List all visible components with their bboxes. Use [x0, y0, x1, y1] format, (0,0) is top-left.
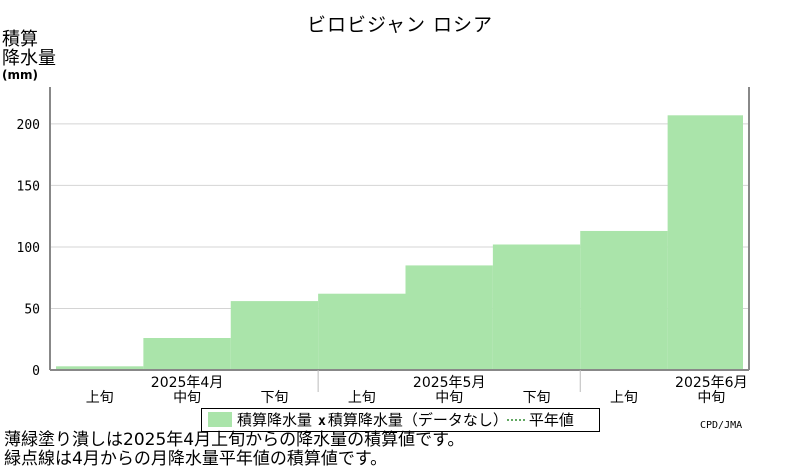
legend-item-normal: 平年値 [528, 411, 574, 429]
bar-7 [580, 230, 668, 370]
x-tick-label-5: 中旬 [435, 390, 463, 406]
y-tick-label-150: 150 [17, 179, 40, 194]
y-tick-label-50: 50 [24, 302, 40, 317]
legend-missing-marker: x [318, 414, 326, 429]
month-label-3: 2025年6月 [675, 375, 748, 391]
footnote-2: 緑点線は4月からの月降水量平年値の積算値です。 [4, 449, 388, 469]
bar-4 [318, 293, 406, 370]
y-tick-labels: 0 50 100 150 200 [17, 118, 40, 379]
x-tick-label-8: 中旬 [697, 390, 725, 406]
x-tick-label-3: 下旬 [260, 390, 288, 406]
legend: 積算降水量 x 積算降水量（データなし） 平年値 [201, 408, 600, 432]
axes [49, 87, 750, 392]
y-axis-unit: (mm) [2, 68, 38, 82]
month-label-1: 2025年4月 [151, 375, 224, 391]
y-tick-label-200: 200 [17, 118, 40, 133]
y-axis-label-line-2: 降水量 [2, 48, 56, 69]
legend-dotted-line-icon [506, 419, 527, 421]
bar-3 [230, 301, 319, 370]
y-axis-label: 積算 降水量 (mm) [2, 30, 56, 82]
x-tick-label-4: 上旬 [348, 390, 376, 406]
x-tick-label-7: 上旬 [610, 390, 638, 406]
y-axis-label-line-1: 積算 [2, 29, 38, 50]
y-tick-label-0: 0 [32, 364, 40, 379]
x-tick-label-1: 上旬 [86, 390, 114, 406]
y-tick-label-100: 100 [17, 241, 40, 256]
bar-8 [667, 115, 743, 370]
x-tick-label-2: 中旬 [173, 390, 201, 406]
credit-text: CPD/JMA [700, 420, 743, 431]
bar-5 [405, 265, 493, 370]
bar-2 [143, 338, 231, 370]
bar-6 [492, 244, 581, 370]
bars [56, 115, 743, 370]
footnote-1: 薄緑塗り潰しは2025年4月上旬からの降水量の積算値です。 [4, 430, 465, 450]
x-tick-label-6: 下旬 [523, 390, 551, 406]
legend-item-accumulated: 積算降水量 [237, 411, 313, 429]
month-label-2: 2025年5月 [413, 375, 486, 391]
legend-item-missing: 積算降水量（データなし） [327, 411, 508, 429]
legend-swatch-accumulated [208, 412, 232, 427]
bar-1 [56, 366, 144, 370]
chart-title: ビロビジャン ロシア [306, 14, 494, 36]
